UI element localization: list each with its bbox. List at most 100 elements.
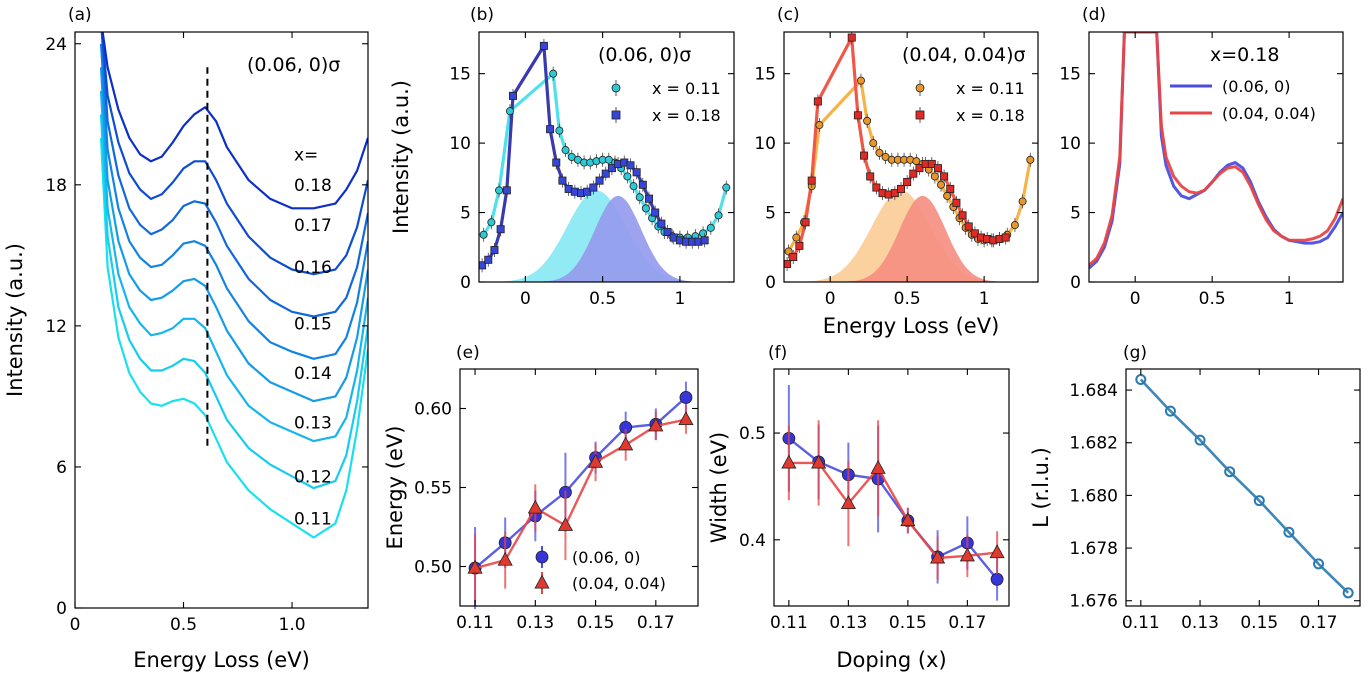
data-point (1342, 587, 1354, 599)
data-point (870, 459, 886, 474)
plot-frame (1088, 31, 1344, 283)
y-tick-label: 18 (45, 176, 67, 196)
y-tick-label: 0 (765, 273, 776, 293)
series-line-0 (1089, 32, 1343, 270)
data-point (638, 180, 647, 189)
data-point (930, 549, 946, 564)
data-point (626, 161, 635, 170)
data-point (583, 187, 592, 196)
legend-marker (535, 550, 549, 564)
panel-annotation: x=0.18 (1210, 44, 1279, 66)
data-point (930, 172, 939, 181)
legend-marker (534, 574, 550, 589)
y-tick-label: 1.676 (1069, 592, 1118, 612)
panel-label: (d) (1082, 5, 1106, 25)
y-tick-label: 0 (56, 599, 67, 619)
panel-f: 0.11 0.13 0.15 0.17 0.4 0.5 (f) Width (eV) Dopin… (707, 343, 1010, 672)
data-point (801, 218, 810, 227)
panel-a: 0.18 0.17 0.16 0.15 0.14 0.13 0.12 0.11 x= (0.06,… (3, 5, 369, 672)
data-point (958, 211, 967, 220)
x-tick-label: 0.17 (948, 613, 986, 633)
x-tick-label: 1.0 (279, 615, 306, 635)
y-tick-label: 1.684 (1069, 381, 1118, 401)
data-point (629, 182, 638, 191)
x-tick-label: 0.15 (889, 613, 927, 633)
legend-entry: x = 0.18 (956, 106, 1025, 125)
x-tick-label: 0.11 (1122, 613, 1160, 633)
x-tick-label: 0.5 (170, 615, 197, 635)
y-tick-label: 15 (1059, 65, 1081, 85)
data-point (1135, 374, 1147, 386)
data-point (502, 186, 511, 195)
series-label-0.12: 0.12 (294, 467, 332, 487)
data-point (618, 436, 634, 451)
x-tick-label: 0 (520, 289, 531, 309)
data-point (933, 164, 942, 173)
data-point (915, 164, 924, 173)
data-point (784, 259, 792, 268)
legend-entry: (0.06, 0) (1222, 77, 1290, 96)
y-axis-label: Energy (eV) (383, 426, 407, 550)
data-point (484, 255, 493, 264)
data-point (795, 241, 804, 250)
legend-entry: (0.06, 0) (572, 548, 640, 567)
legend-entry: x = 0.11 (956, 79, 1025, 98)
data-point (558, 176, 567, 185)
data-point (527, 499, 543, 514)
series-line-0.13 (99, 90, 368, 443)
data-point (1001, 233, 1010, 242)
x-tick-label: 0.5 (589, 289, 616, 309)
data-point (792, 233, 801, 242)
series-line-0.17 (100, 32, 368, 276)
data-point (943, 191, 952, 200)
plot-frame (783, 31, 1039, 283)
plot-frame (1125, 368, 1361, 607)
series-label-0.16: 0.16 (294, 258, 332, 278)
data-point (863, 116, 872, 125)
y-tick-label: 12 (45, 317, 67, 337)
data-point (557, 517, 574, 531)
data-point (552, 158, 561, 167)
series-label-0.11: 0.11 (294, 510, 332, 530)
series-line-0 (1139, 378, 1350, 594)
data-point (679, 391, 693, 404)
panel-label: (b) (470, 5, 494, 25)
series-line-0.18 (101, 32, 368, 210)
data-point (561, 146, 570, 155)
data-point (595, 176, 604, 185)
data-point (587, 453, 604, 468)
y-tick-label: 24 (45, 35, 67, 55)
data-point (623, 172, 632, 181)
data-point (847, 33, 856, 42)
y-tick-label: 0.60 (414, 400, 452, 420)
series-line-1 (1089, 32, 1343, 267)
data-point (496, 225, 505, 234)
y-tick-label: 10 (1059, 134, 1081, 154)
legend-entry: (0.04, 0.04) (1222, 104, 1316, 123)
x-tick-label: 1 (1284, 289, 1295, 309)
series-label-0.18: 0.18 (294, 176, 332, 196)
data-point (909, 169, 918, 178)
x-tick-label: 1 (674, 289, 685, 309)
data-point (632, 168, 641, 177)
y-tick-label: 1.678 (1069, 539, 1118, 559)
data-point (663, 227, 672, 236)
panel-label: (g) (1123, 343, 1147, 363)
data-point (869, 139, 878, 148)
data-point (549, 69, 558, 78)
data-point (706, 223, 715, 232)
panel-c: x = 0.11x = 0.18(0.04, 0.04)σ0 0.5 1051015… (754, 5, 1039, 338)
plot-frame (74, 31, 369, 609)
x-tick-label: 0.17 (1300, 613, 1338, 633)
x-tick-label: 0.15 (1240, 613, 1278, 633)
y-tick-label: 5 (1070, 204, 1081, 224)
series-line-0.15 (99, 43, 368, 360)
y-tick-label: 15 (449, 65, 471, 85)
data-point (648, 417, 664, 432)
data-point (657, 219, 666, 228)
data-point (539, 41, 548, 50)
panel-annotation: (0.04, 0.04)σ (902, 44, 1026, 66)
legend-entry: (0.04, 0.04) (572, 574, 666, 593)
data-point (1253, 495, 1265, 507)
y-tick-label: 0.4 (739, 531, 766, 551)
